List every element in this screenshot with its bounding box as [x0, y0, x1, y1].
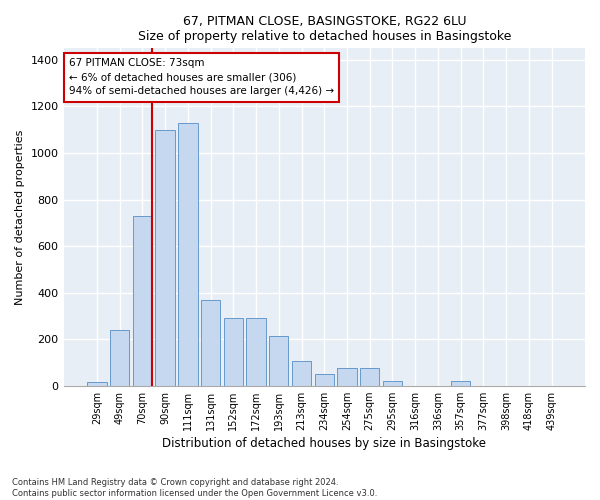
Bar: [201, 300, 220, 386]
Bar: [178, 123, 197, 386]
Title: 67, PITMAN CLOSE, BASINGSTOKE, RG22 6LU
Size of property relative to detached ho: 67, PITMAN CLOSE, BASINGSTOKE, RG22 6LU …: [137, 15, 511, 43]
Bar: [269, 336, 289, 386]
Bar: [133, 216, 152, 386]
Bar: [337, 368, 356, 386]
Bar: [87, 382, 107, 386]
Bar: [110, 330, 130, 386]
Y-axis label: Number of detached properties: Number of detached properties: [15, 130, 25, 304]
Bar: [292, 362, 311, 386]
Bar: [247, 318, 266, 386]
Text: Contains HM Land Registry data © Crown copyright and database right 2024.
Contai: Contains HM Land Registry data © Crown c…: [12, 478, 377, 498]
Bar: [314, 374, 334, 386]
Bar: [155, 130, 175, 386]
Bar: [224, 318, 243, 386]
X-axis label: Distribution of detached houses by size in Basingstoke: Distribution of detached houses by size …: [162, 437, 486, 450]
Bar: [360, 368, 379, 386]
Text: 67 PITMAN CLOSE: 73sqm
← 6% of detached houses are smaller (306)
94% of semi-det: 67 PITMAN CLOSE: 73sqm ← 6% of detached …: [69, 58, 334, 96]
Bar: [451, 381, 470, 386]
Bar: [383, 381, 402, 386]
